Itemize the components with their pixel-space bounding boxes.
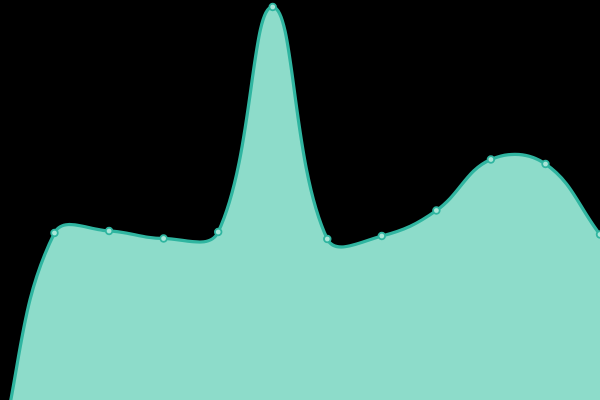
data-point-marker [50, 228, 59, 238]
data-point-marker [595, 230, 600, 239]
data-point-marker [268, 2, 277, 12]
data-point-marker [159, 234, 168, 243]
data-point-marker [104, 226, 114, 236]
data-point-marker [432, 206, 441, 215]
data-point-marker [323, 234, 332, 244]
data-point-marker [213, 227, 223, 237]
area-fill [10, 6, 600, 400]
data-point-marker [486, 155, 496, 164]
data-point-marker [541, 159, 550, 169]
series-line [9, 5, 600, 400]
data-point-marker [377, 231, 386, 241]
